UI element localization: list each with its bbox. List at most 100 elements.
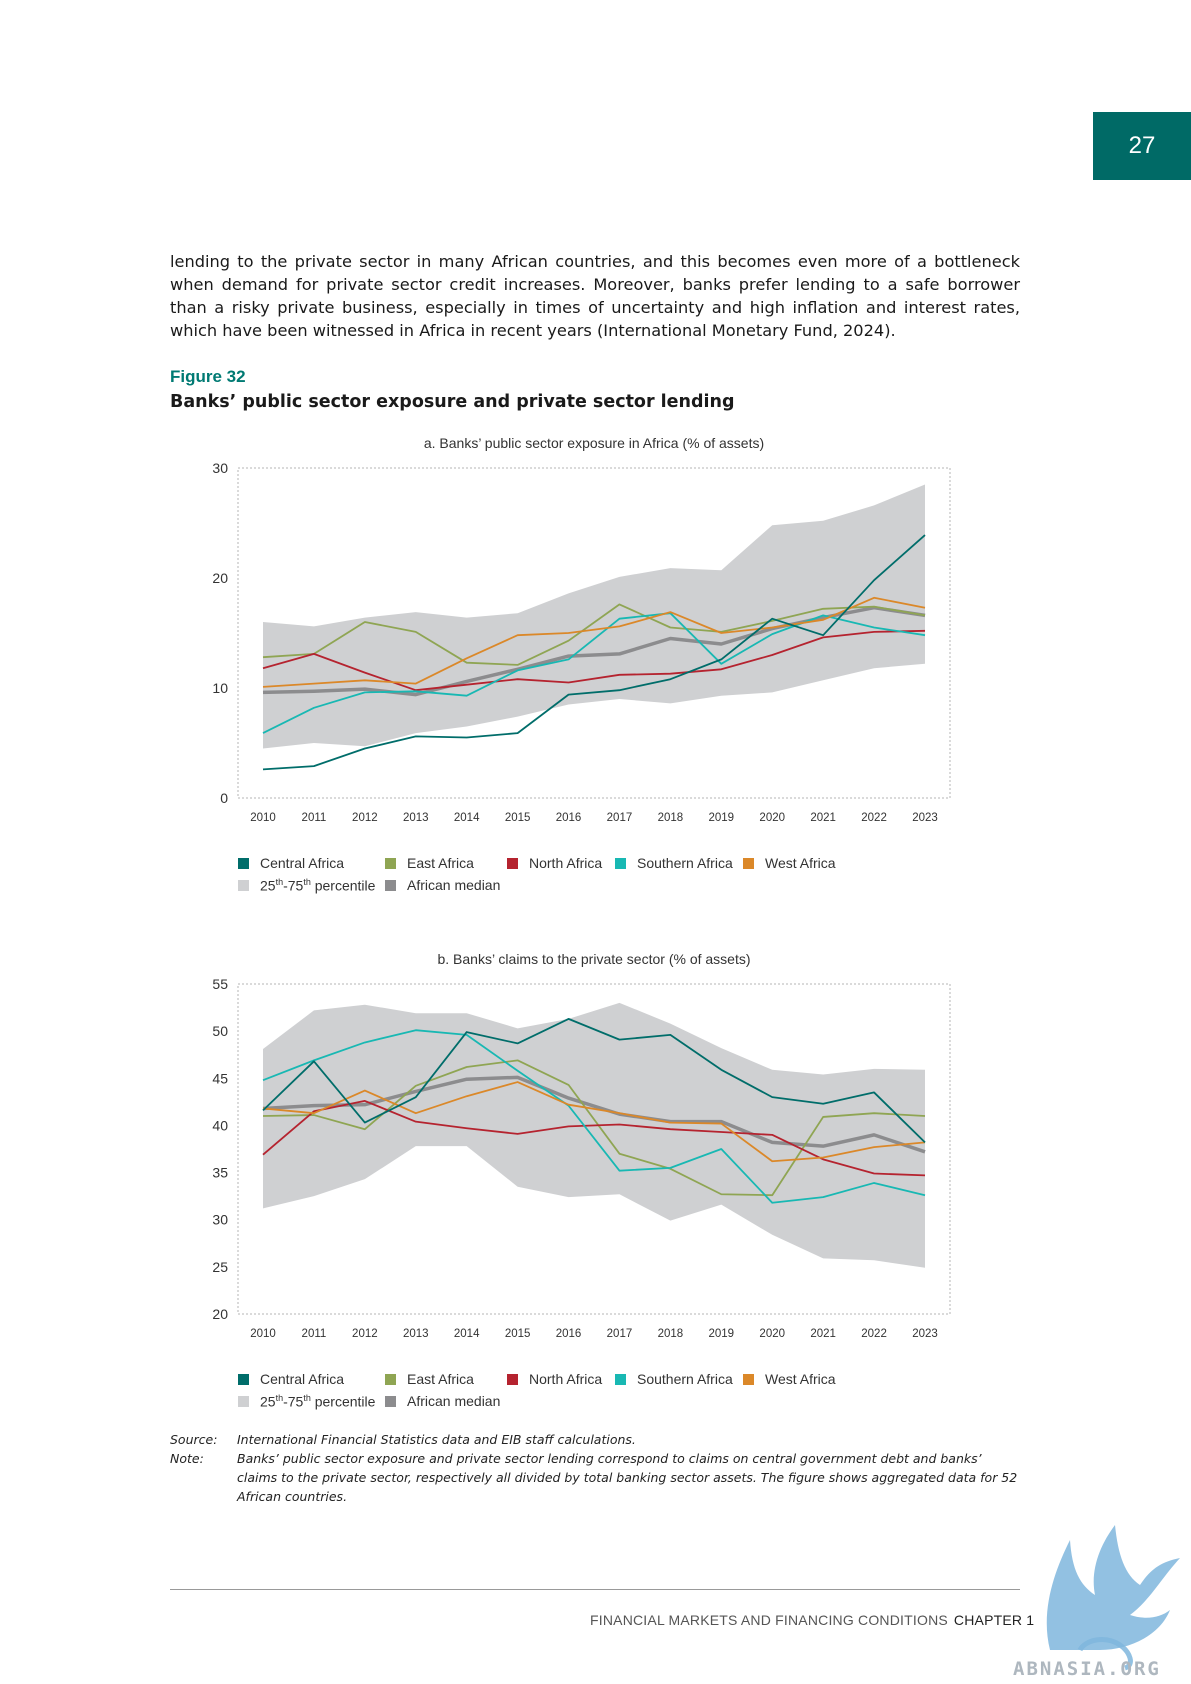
swatch-southern-africa [615,857,626,869]
series-line-african-median [262,1075,926,1154]
legend-label: Southern Africa [637,855,733,871]
footer-divider [170,1589,1020,1590]
x-tick-label: 2010 [250,1328,276,1340]
legend-label: North Africa [529,855,603,871]
legend-item-central-africa: Central Africa [238,1371,385,1387]
legend-item-african-median: African median [385,1393,500,1409]
y-tick-label: 10 [212,680,228,696]
y-tick-label: 30 [212,460,228,476]
legend-item-southern-africa: Southern Africa [615,855,743,871]
legend-item-percentile: 25th-75th percentile [238,1392,385,1410]
series-line-east-africa [262,1059,926,1197]
x-tick-label: 2023 [912,1328,938,1340]
x-tick-label: 2021 [810,812,836,824]
x-tick-label: 2014 [454,1328,480,1340]
x-tick-label: 2011 [302,812,327,824]
swatch-east-africa [385,857,396,869]
percentile-band [263,484,925,749]
legend-item-north-africa: North Africa [507,855,615,871]
legend-item-west-africa: West Africa [743,855,836,871]
x-tick-label: 2013 [403,1328,429,1340]
legend-label: East Africa [407,855,474,871]
y-tick-label: 0 [220,790,228,806]
y-tick-label: 20 [212,570,228,586]
chart-title: b. Banks’ claims to the private sector (… [437,951,750,967]
x-tick-label: 2017 [607,812,633,824]
source-note: Source: International Financial Statisti… [170,1430,1020,1449]
x-tick-label: 2015 [505,812,531,824]
legend-label: African median [407,1393,501,1409]
series-line-central-africa [262,1017,926,1144]
x-tick-label: 2016 [556,1328,582,1340]
x-tick-label: 2020 [759,812,785,824]
plot-area [237,467,951,799]
footer-chapter: CHAPTER 1 [953,1612,1035,1628]
x-tick-label: 2012 [352,812,378,824]
x-tick-label: 2013 [403,812,429,824]
x-tick-label: 2019 [709,1328,735,1340]
y-tick-label: 45 [212,1070,228,1086]
swatch-percentile [238,1395,249,1407]
legend-label: Central Africa [260,855,345,871]
chart-public-sector-exposure: a. Banks’ public sector exposure in Afri… [212,435,951,824]
swatch-percentile [238,879,249,891]
x-tick-label: 2014 [454,812,480,824]
footer: FINANCIAL MARKETS AND FINANCING CONDITIO… [590,1612,1034,1628]
legend-label: Southern Africa [637,1371,733,1387]
chart-title: a. Banks’ public sector exposure in Afri… [424,435,764,451]
legend-label: Central Africa [260,1371,345,1387]
legend-item-east-africa: East Africa [385,855,507,871]
x-tick-label: 2017 [607,1328,633,1340]
legend-item-percentile: 25th-75th percentile [238,876,385,894]
y-tick-label: 25 [212,1259,228,1275]
source-key: Source: [170,1432,218,1447]
legend-item-north-africa: North Africa [507,1371,615,1387]
body-paragraph: lending to the private sector in many Af… [170,252,1020,340]
x-tick-label: 2019 [709,812,735,824]
x-tick-label: 2015 [505,1328,531,1340]
x-tick-label: 2016 [556,812,582,824]
y-tick-label: 55 [212,976,228,992]
series-line-southern-africa [262,1029,926,1204]
x-tick-label: 2012 [352,1328,378,1340]
x-tick-label: 2022 [861,1328,887,1340]
swatch-central-africa [238,857,249,869]
swatch-central-africa [238,1373,249,1385]
series-line-west-africa [262,1081,926,1163]
legend-label: African median [407,877,501,893]
plot-area [237,983,951,1315]
watermark-logo-icon [1046,1525,1180,1671]
swatch-southern-africa [615,1373,626,1385]
swatch-north-africa [507,857,518,869]
legend-item-southern-africa: Southern Africa [615,1371,743,1387]
legend-item-african-median: African median [385,877,500,893]
x-tick-label: 2010 [250,812,276,824]
legend-chart-a: Central Africa East Africa North Africa … [238,852,938,896]
x-tick-label: 2022 [861,812,887,824]
note: Note: Banks’ public sector exposure and … [170,1449,1020,1506]
legend-item-central-africa: Central Africa [238,855,385,871]
swatch-african-median [385,1395,396,1407]
swatch-west-africa [743,1373,754,1385]
watermark-text: ABNASIA.ORG [1013,1658,1161,1680]
series-line-north-africa [262,1100,926,1177]
legend-label: 25th-75th percentile [260,876,376,894]
x-tick-label: 2011 [302,1328,327,1340]
source-text: International Financial Statistics data … [237,1432,636,1447]
y-tick-label: 35 [212,1165,228,1181]
x-tick-label: 2018 [658,1328,684,1340]
figure-label: Figure 32 [170,367,246,386]
note-text: Banks’ public sector exposure and privat… [237,1451,1018,1504]
legend-label: 25th-75th percentile [260,1392,376,1410]
legend-item-west-africa: West Africa [743,1371,836,1387]
chart-private-sector-claims: b. Banks’ claims to the private sector (… [212,951,951,1340]
swatch-african-median [385,879,396,891]
legend-chart-b: Central Africa East Africa North Africa … [238,1368,938,1412]
y-tick-label: 50 [212,1023,228,1039]
y-tick-label: 40 [212,1117,228,1133]
legend-label: East Africa [407,1371,474,1387]
y-tick-label: 20 [212,1306,228,1322]
x-tick-label: 2020 [759,1328,785,1340]
series-line-east-africa [262,603,926,666]
x-tick-label: 2023 [912,812,938,824]
